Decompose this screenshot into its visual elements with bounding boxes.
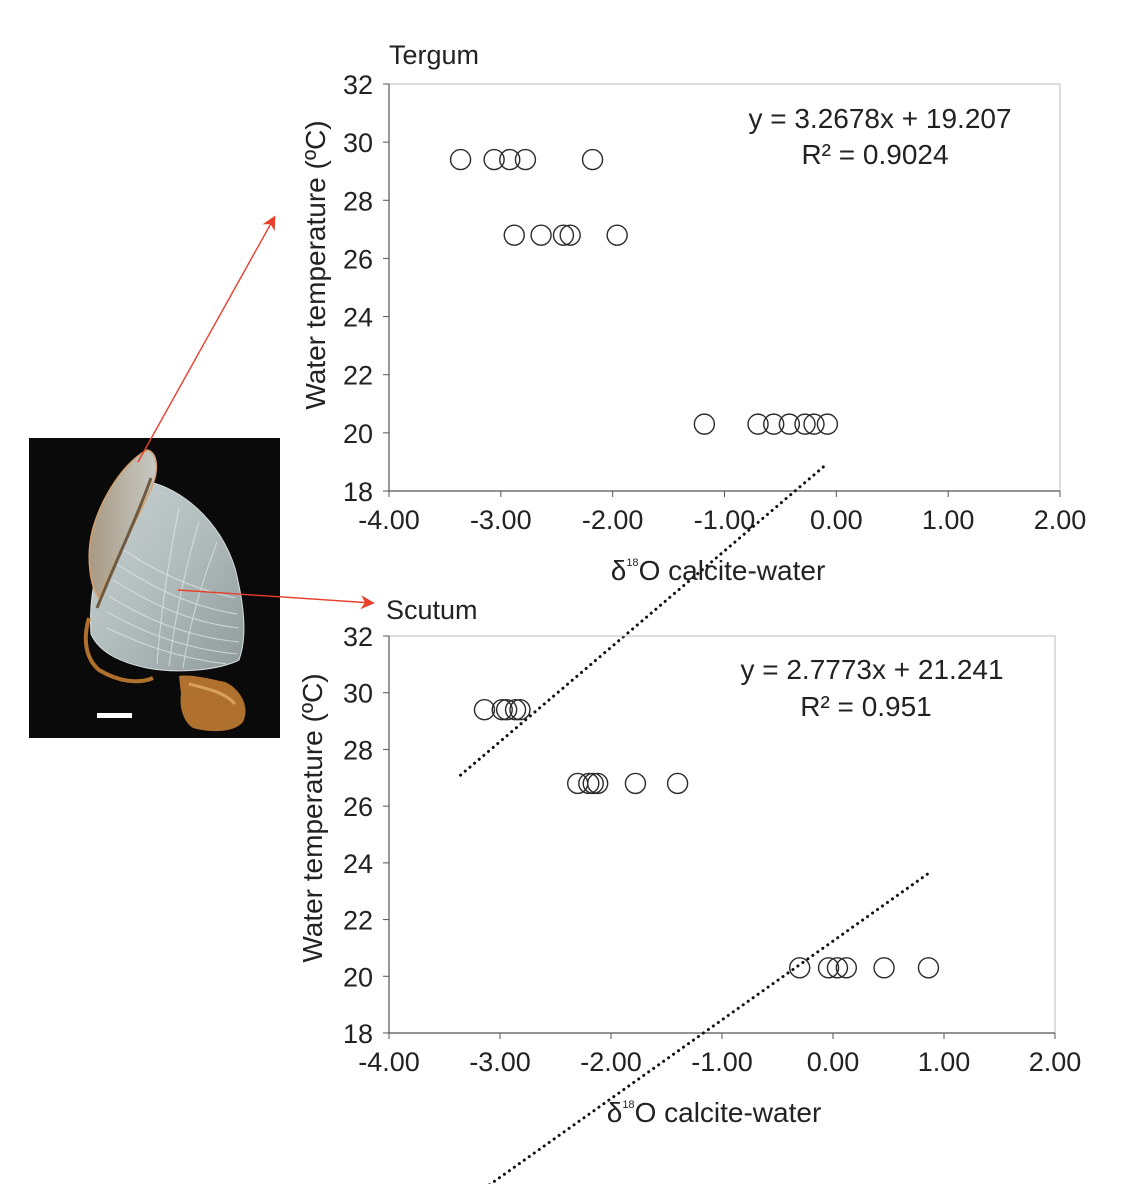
data-point <box>495 699 518 721</box>
scale-bar <box>97 713 132 718</box>
data-point <box>503 224 525 246</box>
data-point <box>826 957 849 979</box>
data-point <box>449 148 472 171</box>
specimen-illustration <box>83 449 246 732</box>
x-tick-label: 2.00 <box>1034 505 1087 535</box>
x-tick-label: 0.00 <box>810 505 863 535</box>
data-point <box>509 699 531 721</box>
tergum-chart-title: Tergum <box>389 40 480 70</box>
y-tick-label: 30 <box>343 128 373 158</box>
data-point <box>693 413 716 435</box>
data-point <box>586 772 609 795</box>
r-squared-label: R² = 0.9024 <box>801 139 948 170</box>
data-point <box>552 224 575 246</box>
y-tick-label: 20 <box>343 962 373 992</box>
data-point <box>624 772 647 795</box>
tergum-scatter-chart: -4.00 -3.00 -2.00 -1.00 0.00 1.00 2.00 18 20 22 24… <box>300 70 1087 777</box>
y-tick-label: 18 <box>343 477 373 507</box>
data-point <box>530 224 552 246</box>
x-tick-label: -4.00 <box>358 1047 420 1077</box>
scutum-chart-title: Scutum <box>386 595 478 625</box>
x-tick-label: 1.00 <box>918 1047 971 1077</box>
x-axis-label: δ18O calcite-water <box>607 1097 822 1128</box>
trendline-equation: y = 3.2678x + 19.207 <box>748 103 1011 134</box>
peduncle <box>179 675 246 732</box>
scutum-arrow <box>177 589 375 610</box>
y-tick-label: 24 <box>343 849 373 879</box>
data-point <box>491 699 513 721</box>
scutum-scatter-chart: -4.00 -3.00 -2.00 -1.00 0.00 1.00 2.00 18 20 22 24… <box>297 622 1081 1184</box>
x-axis-label-superscript: 18 <box>622 1099 634 1111</box>
data-point <box>817 957 840 979</box>
y-tick-label: 28 <box>343 186 373 216</box>
x-axis-label-rest: O calcite-water <box>635 1097 822 1128</box>
data-point <box>747 413 769 435</box>
data-point <box>504 699 527 721</box>
y-tick-label: 28 <box>343 735 373 765</box>
y-tick-label: 30 <box>343 679 373 709</box>
y-tick-label: 32 <box>343 70 373 100</box>
data-point <box>803 413 825 435</box>
x-axis-label-rest: O calcite-water <box>639 555 826 586</box>
data-point <box>567 772 589 795</box>
data-point <box>789 957 811 979</box>
data-point <box>794 413 816 435</box>
y-tick-label: 32 <box>343 622 373 652</box>
data-point <box>816 413 839 435</box>
x-tick-label: -2.00 <box>580 1047 642 1077</box>
data-point <box>606 224 628 246</box>
y-tick-label: 26 <box>343 244 373 274</box>
y-axis-label: Water temperature (ºC) <box>297 673 328 962</box>
data-point <box>873 957 895 979</box>
trendline <box>459 462 829 777</box>
tergum-plate <box>88 449 158 600</box>
data-point <box>514 148 537 171</box>
x-tick-label: -3.00 <box>469 1047 531 1077</box>
r-squared-label: R² = 0.951 <box>800 691 932 722</box>
trendline <box>488 871 930 1184</box>
specimen-photo <box>29 438 280 738</box>
y-tick-label: 26 <box>343 792 373 822</box>
plot-frame <box>388 635 1056 1034</box>
y-tick-label: 20 <box>343 419 373 449</box>
x-tick-label: -3.00 <box>470 505 532 535</box>
plot-frame <box>388 83 1061 492</box>
x-tick-label: 2.00 <box>1029 1047 1082 1077</box>
x-axis-label-delta: δ <box>611 555 627 586</box>
trendline-equation: y = 2.7773x + 21.241 <box>740 654 1003 685</box>
x-tick-label: -4.00 <box>358 505 420 535</box>
data-point <box>582 772 604 795</box>
data-point <box>483 148 505 171</box>
y-tick-label: 18 <box>343 1019 373 1049</box>
tergum-arrow <box>137 215 276 463</box>
y-tick-label: 22 <box>343 906 373 936</box>
y-tick-label: 22 <box>343 361 373 391</box>
data-point <box>917 957 940 979</box>
x-tick-label: -1.00 <box>694 505 756 535</box>
x-tick-label: 0.00 <box>807 1047 860 1077</box>
y-axis-label: Water temperature (ºC) <box>300 120 331 409</box>
data-point <box>666 772 689 795</box>
data-point <box>763 413 785 435</box>
data-point <box>499 148 521 171</box>
x-axis-label-delta: δ <box>607 1097 623 1128</box>
data-point <box>578 772 600 795</box>
x-axis-label: δ18O calcite-water <box>611 555 826 586</box>
y-tick-label: 24 <box>343 303 373 333</box>
x-tick-label: -2.00 <box>582 505 644 535</box>
data-point <box>559 224 581 246</box>
x-tick-label: 1.00 <box>922 505 975 535</box>
x-axis-label-superscript: 18 <box>626 557 638 569</box>
x-tick-label: -1.00 <box>691 1047 753 1077</box>
data-point <box>581 148 604 171</box>
data-point <box>835 957 858 979</box>
data-point <box>473 699 496 721</box>
data-point <box>778 413 801 435</box>
